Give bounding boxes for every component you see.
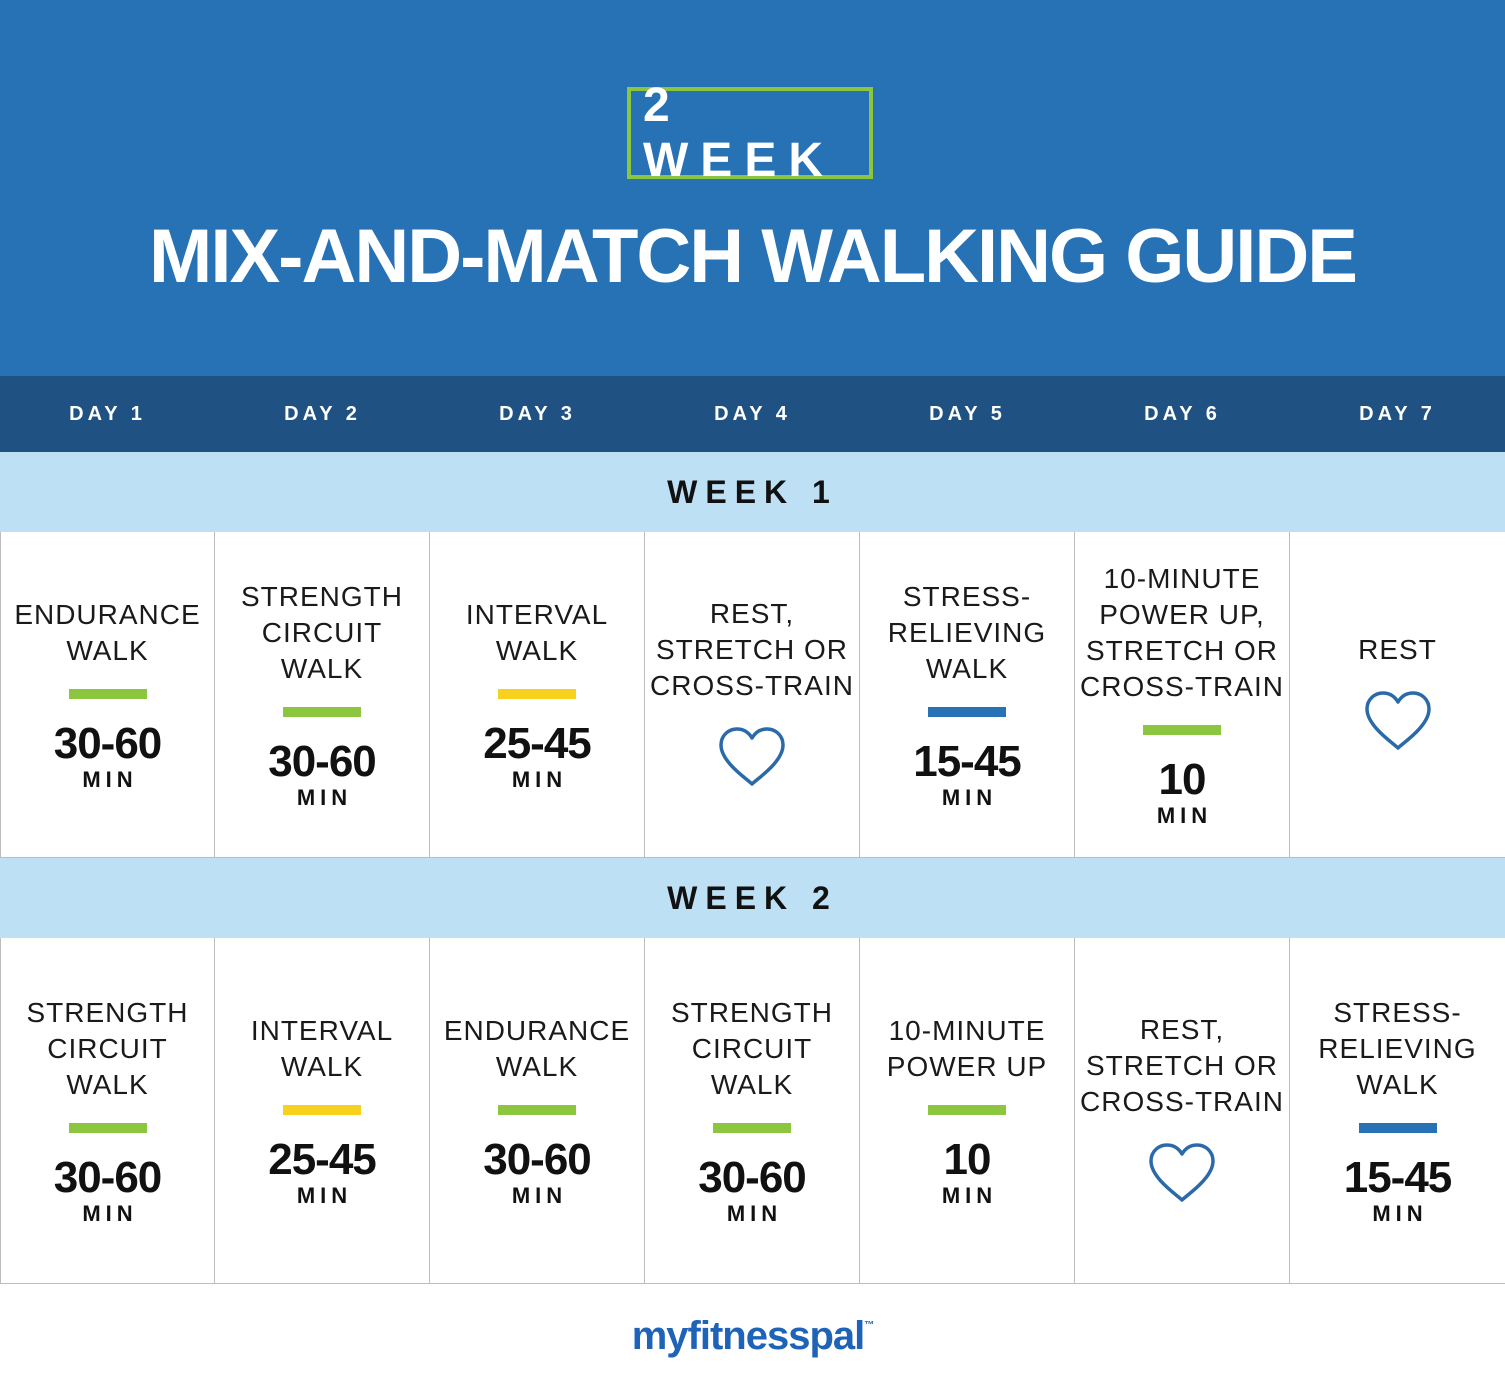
day-header-7: DAY 7 [1359,402,1436,425]
workout-cell: INTERVAL WALK 25-45 MIN [215,938,430,1283]
logo-text: myfitnesspal [631,1314,866,1358]
intensity-bar-green [1143,724,1221,735]
intensity-bar-green [713,1122,791,1133]
duration-unit: MIN [296,784,353,810]
workout-name: REST, STRETCH OR CROSS-TRAIN [650,598,854,701]
intensity-bar-green [68,1122,147,1133]
duration-unit: MIN [296,1182,353,1208]
workout-name: ENDURANCE WALK [443,1014,631,1082]
trademark-symbol: ™ [864,1320,874,1331]
day-header-3: DAY 3 [499,402,576,425]
workout-name: INTERVAL WALK [465,598,609,666]
heart-icon [1363,690,1433,757]
heart-icon [717,726,787,793]
workout-cell: REST, STRETCH OR CROSS-TRAIN [645,532,860,857]
week-1-row: ENDURANCE WALK 30-60 MIN STRENGTH CIRCUIT W… [0,532,1505,858]
day-header-2: DAY 2 [284,402,361,425]
workout-cell: STRESS- RELIEVING WALK 15-45 MIN [1290,938,1505,1283]
workout-name: STRESS- RELIEVING WALK [887,580,1047,684]
intensity-bar-green [68,688,147,699]
duration-value: 15-45 [913,736,1022,786]
duration-value: 15-45 [1343,1152,1453,1202]
workout-cell: 10-MINUTE POWER UP 10 MIN [860,938,1075,1283]
workout-cell: ENDURANCE WALK 30-60 MIN [430,938,645,1283]
day-header-row: DAY 1 DAY 2 DAY 3 DAY 4 DAY 5 DAY 6 DAY 7 [0,376,1505,452]
duration-value: 25-45 [268,1134,377,1184]
week-1-label: WEEK 1 [0,452,1505,532]
duration-unit: MIN [82,766,138,792]
duration-value: 30-60 [268,736,377,786]
intensity-bar-blue [1358,1122,1437,1133]
workout-name: INTERVAL WALK [250,1014,394,1082]
duration-value: 30-60 [698,1152,807,1202]
duration-value: 30-60 [53,718,163,768]
workout-cell: STRENGTH CIRCUIT WALK 30-60 MIN [215,532,430,857]
week-count-badge: 2 WEEK [627,79,873,187]
duration-unit: MIN [511,1182,568,1208]
workout-name: REST [1358,634,1437,665]
page-title: MIX-AND-MATCH WALKING GUIDE [149,214,1358,299]
workout-cell: REST [1290,532,1505,857]
workout-name: STRENGTH CIRCUIT WALK [671,996,833,1100]
intensity-bar-green [498,1104,576,1115]
workout-cell: STRESS- RELIEVING WALK 15-45 MIN [860,532,1075,857]
duration-unit: MIN [511,766,568,792]
workout-name: STRENGTH CIRCUIT WALK [26,996,189,1100]
intensity-bar-green [928,1104,1006,1115]
day-header-6: DAY 6 [1144,402,1221,425]
workout-cell: STRENGTH CIRCUIT WALK 30-60 MIN [645,938,860,1283]
workout-name: REST, STRETCH OR CROSS-TRAIN [1080,1014,1284,1117]
workout-cell: ENDURANCE WALK 30-60 MIN [0,532,215,857]
intensity-bar-yellow [498,688,576,699]
duration-unit: MIN [82,1200,138,1226]
week-2-label: WEEK 2 [0,858,1505,938]
duration-value: 10 [1158,754,1207,804]
duration-value: 30-60 [53,1152,163,1202]
duration-unit: MIN [1156,802,1213,828]
workout-cell: REST, STRETCH OR CROSS-TRAIN [1075,938,1290,1283]
header-banner: 2 WEEK MIX-AND-MATCH WALKING GUIDE [0,0,1505,376]
workout-name: STRESS- RELIEVING WALK [1318,996,1477,1100]
day-header-1: DAY 1 [69,402,146,425]
duration-unit: MIN [1372,1200,1428,1226]
day-header-4: DAY 4 [714,402,791,425]
workout-cell: INTERVAL WALK 25-45 MIN [430,532,645,857]
duration-unit: MIN [941,1182,998,1208]
duration-value: 10 [943,1134,992,1184]
workout-name: STRENGTH CIRCUIT WALK [241,580,403,684]
intensity-bar-blue [928,706,1006,717]
day-header-5: DAY 5 [929,402,1006,425]
intensity-bar-yellow [283,1104,361,1115]
duration-value: 30-60 [483,1134,592,1184]
workout-name: 10-MINUTE POWER UP, STRETCH OR CROSS-TRA… [1080,562,1284,702]
duration-value: 25-45 [483,718,592,768]
myfitnesspal-logo: myfitnesspal™ [0,1314,1505,1359]
workout-cell: STRENGTH CIRCUIT WALK 30-60 MIN [0,938,215,1283]
duration-unit: MIN [726,1200,783,1226]
week-2-row: STRENGTH CIRCUIT WALK 30-60 MIN INTERVAL WA… [0,938,1505,1284]
workout-name: 10-MINUTE POWER UP [886,1014,1048,1082]
intensity-bar-green [283,706,361,717]
workout-cell: 10-MINUTE POWER UP, STRETCH OR CROSS-TRA… [1075,532,1290,857]
heart-icon [1147,1142,1217,1209]
workout-name: ENDURANCE WALK [14,598,201,666]
duration-unit: MIN [941,784,998,810]
